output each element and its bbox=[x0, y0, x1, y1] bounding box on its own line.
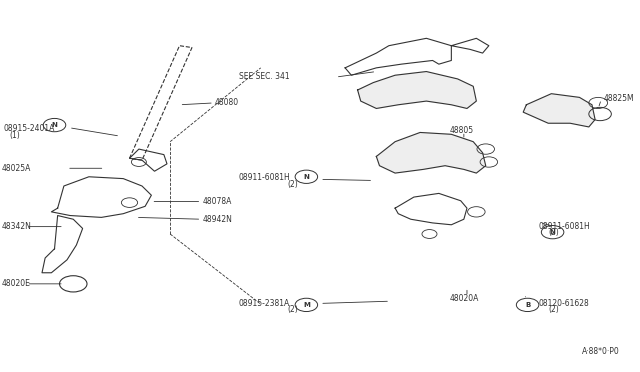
Text: (2): (2) bbox=[287, 305, 298, 314]
Text: 08120-61628: 08120-61628 bbox=[539, 299, 589, 308]
Text: 48825M: 48825M bbox=[604, 94, 634, 103]
Text: 48020A: 48020A bbox=[450, 294, 479, 303]
Text: B: B bbox=[525, 302, 530, 308]
Text: N: N bbox=[550, 229, 556, 235]
Text: (2): (2) bbox=[287, 180, 298, 189]
Text: 08915-2381A: 08915-2381A bbox=[239, 299, 290, 308]
Polygon shape bbox=[524, 94, 595, 127]
Text: M: M bbox=[303, 302, 310, 308]
Polygon shape bbox=[376, 132, 486, 173]
Text: SEE SEC. 341: SEE SEC. 341 bbox=[239, 72, 290, 81]
Text: 48342N: 48342N bbox=[2, 222, 32, 231]
Text: (2): (2) bbox=[548, 228, 559, 237]
Text: 48078A: 48078A bbox=[203, 197, 232, 206]
Text: 48805: 48805 bbox=[450, 126, 474, 135]
Text: N: N bbox=[52, 122, 58, 128]
Text: 08911-6081H: 08911-6081H bbox=[238, 173, 290, 182]
Text: (2): (2) bbox=[548, 305, 559, 314]
Text: 08915-2401A: 08915-2401A bbox=[3, 124, 54, 133]
Polygon shape bbox=[358, 71, 476, 109]
Text: 48025A: 48025A bbox=[2, 164, 31, 173]
Text: (1): (1) bbox=[9, 131, 20, 140]
Text: 48080: 48080 bbox=[215, 99, 239, 108]
Text: 08911-6081H: 08911-6081H bbox=[539, 222, 591, 231]
Text: 48942N: 48942N bbox=[203, 215, 232, 224]
Text: 48020E: 48020E bbox=[2, 279, 31, 288]
Text: N: N bbox=[303, 174, 309, 180]
Text: A·88*0·P0: A·88*0·P0 bbox=[582, 347, 620, 356]
